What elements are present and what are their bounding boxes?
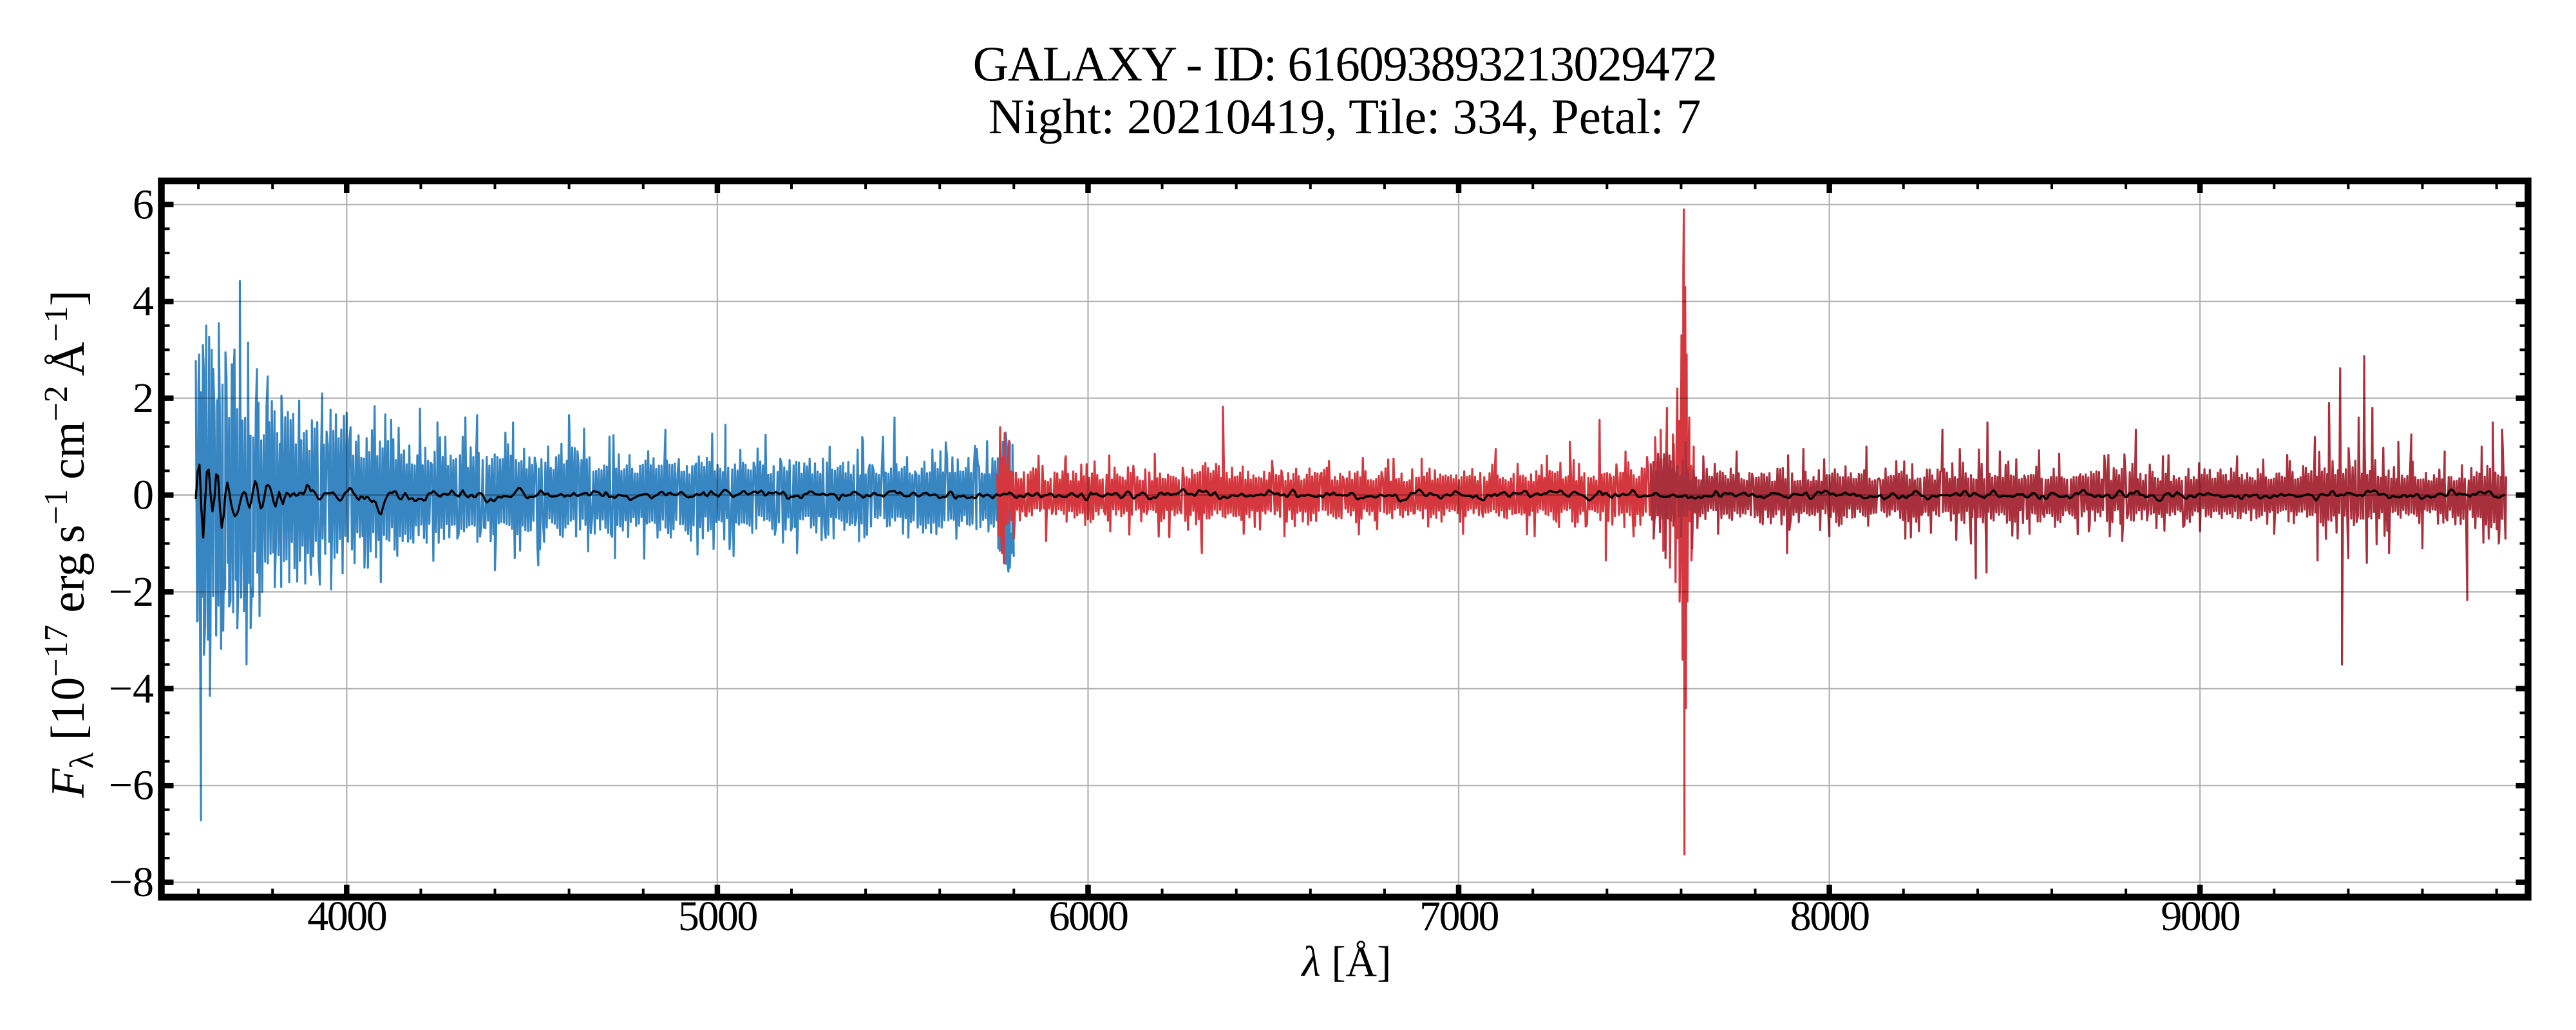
svg-text:Night: 20210419, Tile: 334, Pe: Night: 20210419, Tile: 334, Petal: 7 — [989, 89, 1701, 144]
svg-text:Fλ [10−17 erg s−1 cm−2 Å−1]: Fλ [10−17 erg s−1 cm−2 Å−1] — [38, 290, 100, 798]
svg-text:λ [Å]: λ [Å] — [1301, 938, 1392, 986]
svg-text:5000: 5000 — [678, 893, 757, 940]
svg-text:4: 4 — [133, 278, 154, 325]
svg-text:GALAXY - ID: 61609389321302947: GALAXY - ID: 616093893213029472 — [973, 36, 1717, 91]
svg-text:8000: 8000 — [1790, 893, 1870, 940]
svg-text:−2: −2 — [109, 568, 154, 615]
svg-text:6: 6 — [133, 181, 154, 228]
svg-text:4000: 4000 — [307, 893, 386, 940]
svg-text:6000: 6000 — [1049, 893, 1128, 940]
svg-text:−4: −4 — [109, 665, 154, 712]
svg-text:−6: −6 — [109, 762, 154, 809]
svg-text:7000: 7000 — [1419, 893, 1499, 940]
svg-text:0: 0 — [133, 472, 154, 519]
svg-text:−8: −8 — [109, 859, 154, 906]
svg-text:9000: 9000 — [2161, 893, 2240, 940]
svg-text:2: 2 — [133, 375, 154, 422]
